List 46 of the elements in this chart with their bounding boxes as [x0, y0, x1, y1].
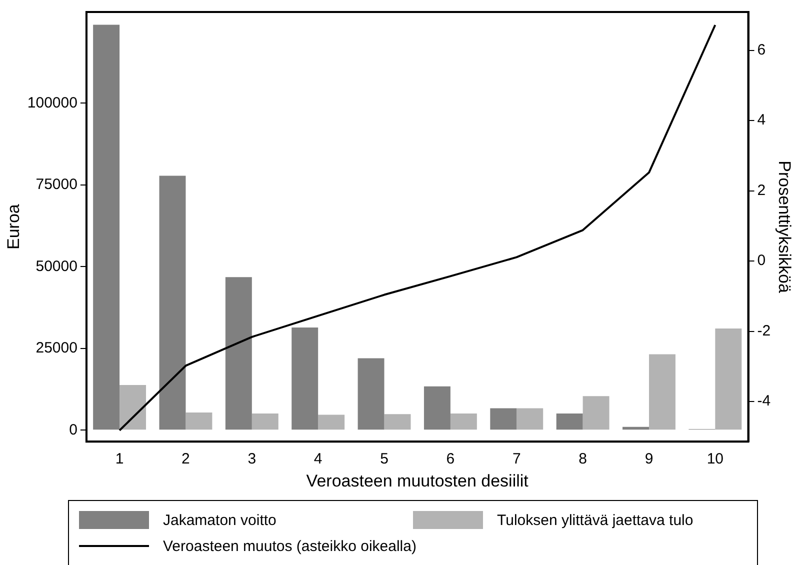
x-tick-label: 7 [512, 450, 521, 468]
bar [252, 413, 278, 430]
legend-label: Tuloksen ylittävä jaettava tulo [497, 512, 694, 528]
bar [358, 358, 384, 430]
x-axis-title: Veroasteen muutosten desiilit [306, 471, 529, 490]
y-tick-label: 0 [69, 421, 78, 438]
x-tick-label: 3 [248, 450, 256, 468]
x-tick-label: 8 [578, 450, 587, 468]
y-tick-label: 75000 [36, 176, 78, 194]
legend-label: Jakamaton voitto [163, 512, 276, 528]
x-tick-label: 6 [446, 450, 455, 468]
x-tick-label: 1 [115, 450, 124, 468]
bar [225, 277, 252, 430]
y-tick-label: 100000 [27, 94, 78, 112]
y2-tick-label: 0 [757, 252, 766, 270]
bar [582, 396, 610, 430]
x-tick-label: 5 [380, 450, 388, 468]
y2-tick-label: 4 [757, 112, 766, 129]
y-axis-title: Euroa [4, 204, 23, 250]
bar [490, 408, 517, 430]
bar [159, 176, 186, 430]
bar [622, 426, 649, 430]
y2-tick-label: -2 [757, 322, 771, 340]
legend-label: Veroasteen muutos (asteikko oikealla) [163, 538, 416, 554]
bar [648, 354, 676, 430]
bar [424, 386, 450, 430]
y-tick-label: 50000 [36, 258, 78, 275]
bar [450, 413, 477, 430]
bar [384, 414, 411, 430]
bar [715, 328, 742, 430]
x-tick-label: 10 [706, 450, 724, 468]
x-tick-label: 9 [644, 450, 654, 468]
bar [93, 24, 120, 430]
y2-tick-label: 2 [757, 182, 766, 199]
y2-axis-title: Prosenttiyksikköä [775, 160, 794, 294]
x-tick-label: 2 [182, 450, 190, 468]
x-tick-label: 4 [314, 450, 322, 468]
bar [292, 328, 318, 430]
bar [120, 385, 146, 430]
y2-tick-label: 6 [757, 41, 766, 58]
y2-tick-label: -4 [757, 392, 771, 410]
bar [186, 412, 212, 430]
bar [556, 413, 583, 430]
bar [318, 414, 345, 430]
bar [516, 408, 544, 430]
y-tick-label: 25000 [36, 340, 78, 357]
